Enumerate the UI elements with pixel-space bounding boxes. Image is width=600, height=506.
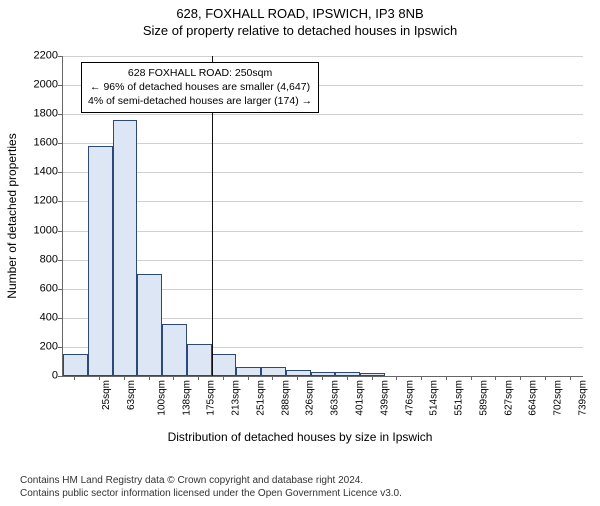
y-tick-label: 2000 xyxy=(18,80,58,91)
bar xyxy=(261,367,286,376)
y-tick-label: 1200 xyxy=(18,196,58,207)
annotation-box: 628 FOXHALL ROAD: 250sqm ← 96% of detach… xyxy=(81,62,319,113)
x-tick-mark xyxy=(223,376,224,380)
bar xyxy=(236,367,261,376)
bar xyxy=(137,274,162,376)
x-tick-label: 439sqm xyxy=(380,380,390,416)
x-tick-label: 326sqm xyxy=(306,380,316,416)
footer-line1: Contains HM Land Registry data © Crown c… xyxy=(20,474,402,487)
bar xyxy=(113,120,138,376)
bar xyxy=(63,354,88,376)
bar xyxy=(88,146,113,376)
bar xyxy=(212,354,237,376)
x-tick-mark xyxy=(248,376,249,380)
chart-title-line1: 628, FOXHALL ROAD, IPSWICH, IP3 8NB xyxy=(0,6,600,21)
x-tick-label: 627sqm xyxy=(504,380,514,416)
y-tick-label: 2200 xyxy=(18,51,58,62)
x-tick-mark xyxy=(173,376,174,380)
bar xyxy=(360,373,385,376)
x-tick-label: 363sqm xyxy=(331,380,341,416)
bar xyxy=(162,324,187,376)
footer-text: Contains HM Land Registry data © Crown c… xyxy=(20,474,402,500)
footer-line2: Contains public sector information licen… xyxy=(20,487,402,500)
y-tick-label: 0 xyxy=(18,371,58,382)
x-tick-label: 175sqm xyxy=(207,380,217,416)
x-tick-mark xyxy=(297,376,298,380)
x-tick-mark xyxy=(347,376,348,380)
x-tick-label: 401sqm xyxy=(356,380,366,416)
grid-line xyxy=(63,56,583,57)
y-tick-label: 800 xyxy=(18,254,58,265)
grid-line xyxy=(63,201,583,202)
bar xyxy=(187,344,212,376)
x-tick-label: 138sqm xyxy=(182,380,192,416)
x-tick-label: 100sqm xyxy=(157,380,167,416)
x-tick-mark xyxy=(520,376,521,380)
x-tick-mark xyxy=(322,376,323,380)
annotation-line3: 4% of semi-detached houses are larger (1… xyxy=(88,94,312,108)
x-tick-label: 514sqm xyxy=(430,380,440,416)
chart-title-line2: Size of property relative to detached ho… xyxy=(0,23,600,38)
y-tick-label: 400 xyxy=(18,312,58,323)
y-tick-label: 1400 xyxy=(18,167,58,178)
y-tick-label: 1800 xyxy=(18,109,58,120)
x-tick-label: 739sqm xyxy=(578,380,588,416)
y-tick-label: 200 xyxy=(18,341,58,352)
grid-line xyxy=(63,114,583,115)
y-tick-label: 1000 xyxy=(18,225,58,236)
y-tick-label: 600 xyxy=(18,283,58,294)
x-tick-mark xyxy=(99,376,100,380)
y-axis-label: Number of detached properties xyxy=(5,133,19,298)
x-tick-label: 213sqm xyxy=(232,380,242,416)
x-tick-label: 251sqm xyxy=(257,380,267,416)
grid-line xyxy=(63,260,583,261)
x-axis-label: Distribution of detached houses by size … xyxy=(0,430,600,444)
x-tick-mark xyxy=(570,376,571,380)
x-tick-mark xyxy=(471,376,472,380)
x-tick-label: 288sqm xyxy=(281,380,291,416)
x-tick-mark xyxy=(421,376,422,380)
x-tick-mark xyxy=(198,376,199,380)
x-tick-label: 551sqm xyxy=(455,380,465,416)
x-tick-mark xyxy=(495,376,496,380)
x-tick-mark xyxy=(372,376,373,380)
annotation-line2: ← 96% of detached houses are smaller (4,… xyxy=(88,80,312,94)
x-tick-mark xyxy=(545,376,546,380)
x-tick-label: 702sqm xyxy=(554,380,564,416)
x-tick-label: 589sqm xyxy=(479,380,489,416)
x-tick-mark xyxy=(396,376,397,380)
x-tick-mark xyxy=(74,376,75,380)
x-tick-mark xyxy=(149,376,150,380)
chart-area: Number of detached properties 0 200 400 600… xyxy=(0,48,600,448)
x-tick-mark xyxy=(124,376,125,380)
x-tick-mark xyxy=(272,376,273,380)
plot-area: 628 FOXHALL ROAD: 250sqm ← 96% of detach… xyxy=(62,56,583,377)
x-tick-label: 63sqm xyxy=(127,380,137,410)
grid-line xyxy=(63,231,583,232)
x-tick-label: 476sqm xyxy=(405,380,415,416)
grid-line xyxy=(63,172,583,173)
x-tick-label: 664sqm xyxy=(529,380,539,416)
grid-line xyxy=(63,143,583,144)
bar xyxy=(335,372,360,376)
x-tick-mark xyxy=(446,376,447,380)
annotation-line1: 628 FOXHALL ROAD: 250sqm xyxy=(88,66,312,80)
x-tick-label: 25sqm xyxy=(102,380,112,410)
y-tick-label: 1600 xyxy=(18,138,58,149)
